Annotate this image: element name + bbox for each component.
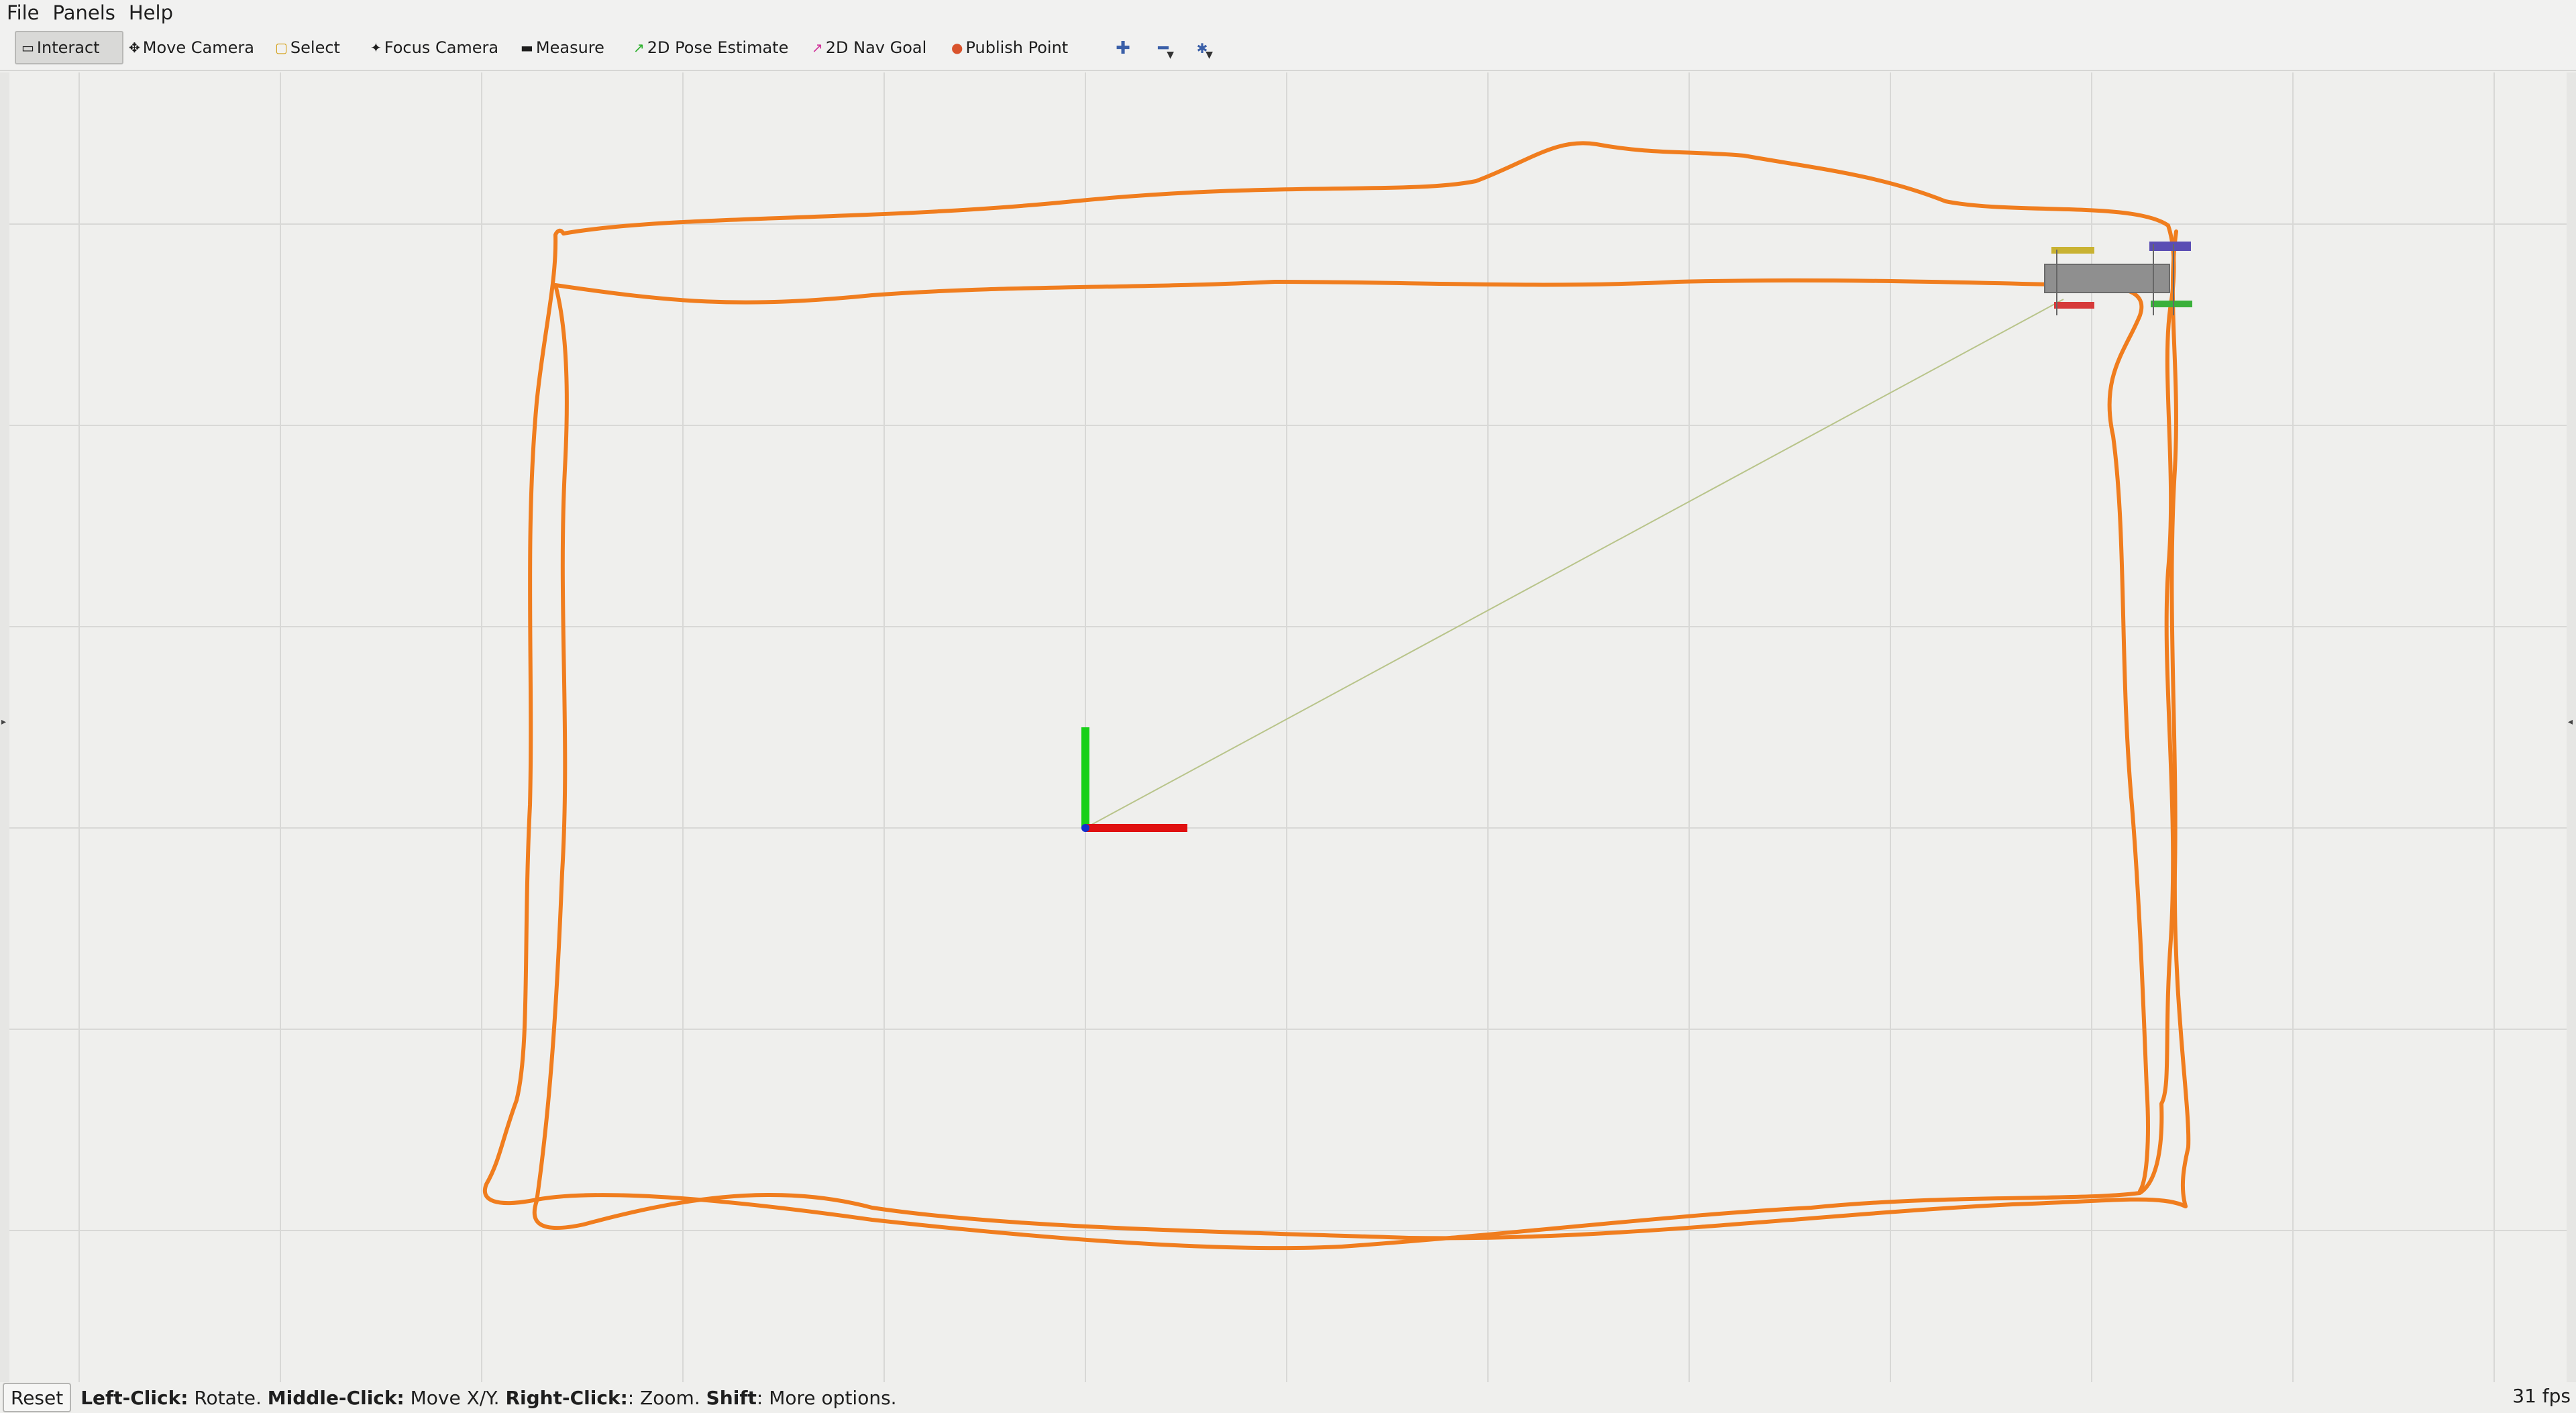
tool-2d-nav-goal-label: 2D Nav Goal [825, 38, 927, 57]
ruler-icon: ▬ [521, 40, 533, 56]
hint-left-click-key: Left-Click: [80, 1386, 189, 1409]
add-tool-button[interactable]: ✚ [1108, 35, 1138, 62]
chevron-left-icon: ◂ [2568, 717, 2573, 727]
menu-panels[interactable]: Panels [52, 1, 115, 24]
pose-arrow-icon: ↗ [633, 40, 645, 56]
plus-icon: ✚ [1116, 38, 1130, 58]
goal-arrow-icon: ↗ [812, 40, 823, 56]
menu-help[interactable]: Help [128, 1, 173, 24]
star-icon: ✱ [1196, 40, 1208, 56]
focus-icon: ✦ [370, 40, 382, 56]
trajectory-path [483, 141, 2191, 1251]
tool-2d-pose-estimate[interactable]: ↗ 2D Pose Estimate [628, 31, 794, 64]
toolbar: ▭ Interact ✥ Move Camera ▢ Select ✦ Focu… [0, 25, 2576, 71]
axis-x [1085, 824, 1187, 832]
mouse-hint: Left-Click: Rotate. Middle-Click: Move X… [80, 1387, 896, 1409]
tool-interact-label: Interact [36, 38, 100, 57]
axis-z [1081, 824, 1089, 832]
tool-move-camera-label: Move Camera [142, 38, 254, 57]
left-panel-toggle[interactable]: ▸ [0, 72, 10, 1382]
tool-2d-nav-goal[interactable]: ↗ 2D Nav Goal [806, 31, 932, 64]
reset-button[interactable]: Reset [3, 1383, 72, 1412]
hint-right-click: : Zoom. [627, 1386, 700, 1409]
tool-publish-point-label: Publish Point [965, 38, 1069, 57]
tool-focus-camera[interactable]: ✦ Focus Camera [365, 31, 504, 64]
tool-measure[interactable]: ▬ Measure [515, 31, 610, 64]
tool-focus-camera-label: Focus Camera [384, 38, 499, 57]
tool-interact[interactable]: ▭ Interact [15, 31, 123, 64]
tool-properties-button[interactable]: ✱ ▼ [1187, 35, 1217, 62]
hint-right-click-key: Right-Click: [505, 1386, 628, 1409]
tool-2d-pose-estimate-label: 2D Pose Estimate [647, 38, 789, 57]
chevron-down-icon: ▼ [1167, 50, 1174, 60]
hint-left-click: Rotate. [194, 1386, 262, 1409]
hint-shift-key: Shift [706, 1386, 757, 1409]
axis-y [1081, 727, 1089, 828]
viewport-canvas [9, 72, 2567, 1382]
select-box-icon: ▢ [275, 40, 288, 56]
tool-move-camera[interactable]: ✥ Move Camera [123, 31, 260, 64]
hint-shift: : More options. [756, 1386, 897, 1409]
robot-model [2044, 242, 2192, 315]
status-bar: Reset Left-Click: Rotate. Middle-Click: … [0, 1382, 2576, 1413]
right-panel-toggle[interactable]: ◂ [2566, 72, 2576, 1382]
hint-middle-click: Move X/Y. [410, 1386, 500, 1409]
render-viewport[interactable] [9, 72, 2567, 1382]
menu-file[interactable]: File [7, 1, 40, 24]
fps-counter: 31 fps [2512, 1385, 2571, 1407]
minus-icon: ━ [1158, 38, 1169, 58]
hint-middle-click-key: Middle-Click: [267, 1386, 405, 1409]
tool-select[interactable]: ▢ Select [270, 31, 345, 64]
remove-tool-button[interactable]: ━ ▼ [1148, 35, 1178, 62]
chevron-right-icon: ▸ [1, 717, 7, 727]
tf-link-line [1085, 299, 2064, 829]
reset-label: Reset [11, 1386, 64, 1409]
tool-measure-label: Measure [535, 38, 604, 57]
origin-axes [1081, 727, 1187, 832]
tool-publish-point[interactable]: ● Publish Point [946, 31, 1073, 64]
pin-icon: ● [951, 40, 963, 56]
tool-select-label: Select [290, 38, 340, 57]
chevron-down-icon: ▼ [1205, 50, 1213, 60]
move-icon: ✥ [129, 40, 140, 56]
cursor-icon: ▭ [21, 40, 34, 56]
menu-bar: File Panels Help [0, 0, 2576, 25]
